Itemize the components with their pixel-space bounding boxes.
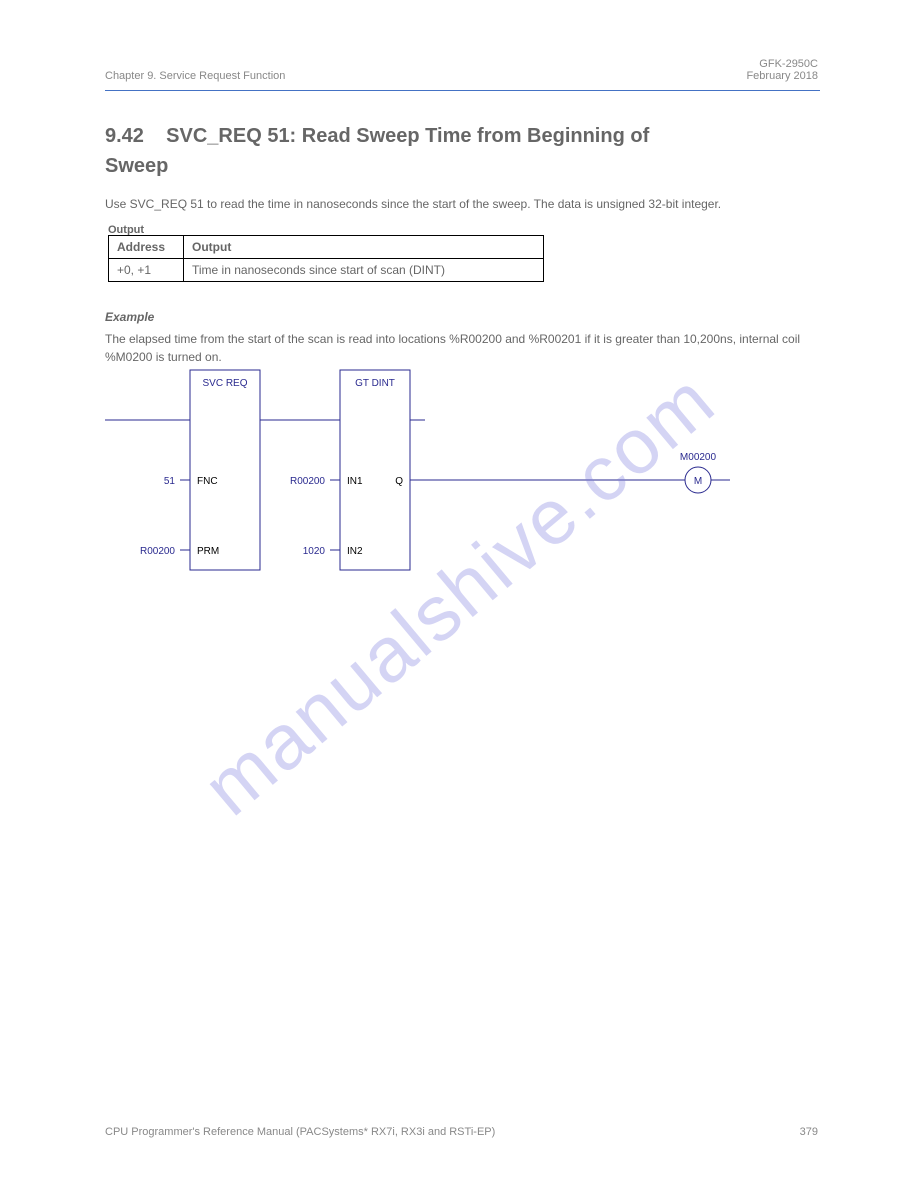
section-number: 9.42 [105,125,144,147]
section-subtitle: Sweep [105,155,168,178]
table-header-output: Output [184,236,544,259]
header-right: GFK-2950C February 2018 [746,58,818,82]
coil-letter: M [694,476,702,487]
header-right-line2: February 2018 [746,70,818,82]
block1-prm-label: PRM [197,546,219,557]
block2-title: GT DINT [355,378,395,389]
block1-fnc-value: 51 [164,476,176,487]
footer-right: 379 [800,1126,818,1138]
block2-in2-label: IN2 [347,546,363,557]
header-right-line1: GFK-2950C [746,58,818,70]
block1-fnc-label: FNC [197,476,218,487]
header-left: Chapter 9. Service Request Function [105,70,285,82]
block2-in2-value: 1020 [303,546,326,557]
intro-paragraph: Use SVC_REQ 51 to read the time in nanos… [105,195,815,213]
ladder-diagram: SVC REQ FNC 51 PRM R00200 GT DINT IN1 Q … [105,360,745,585]
block1-prm-value: R00200 [140,546,175,557]
table-cell: +0, +1 [109,259,184,282]
block2-in1-value: R00200 [290,476,325,487]
table-row: Address Output [109,236,544,259]
coil-label: M00200 [680,452,717,463]
example-label: Example [105,310,154,324]
table-row: +0, +1 Time in nanoseconds since start o… [109,259,544,282]
table-header-address: Address [109,236,184,259]
output-table: Address Output +0, +1 Time in nanosecond… [108,235,544,282]
section-title-text: SVC_REQ 51: Read Sweep Time from Beginni… [166,125,649,147]
section-title: 9.42 SVC_REQ 51: Read Sweep Time from Be… [105,125,649,148]
footer-left: CPU Programmer's Reference Manual (PACSy… [105,1126,495,1138]
block1-title: SVC REQ [202,378,247,389]
header-rule [105,90,820,91]
block2-q-label: Q [395,476,403,487]
block2-in1-label: IN1 [347,476,363,487]
table-cell: Time in nanoseconds since start of scan … [184,259,544,282]
